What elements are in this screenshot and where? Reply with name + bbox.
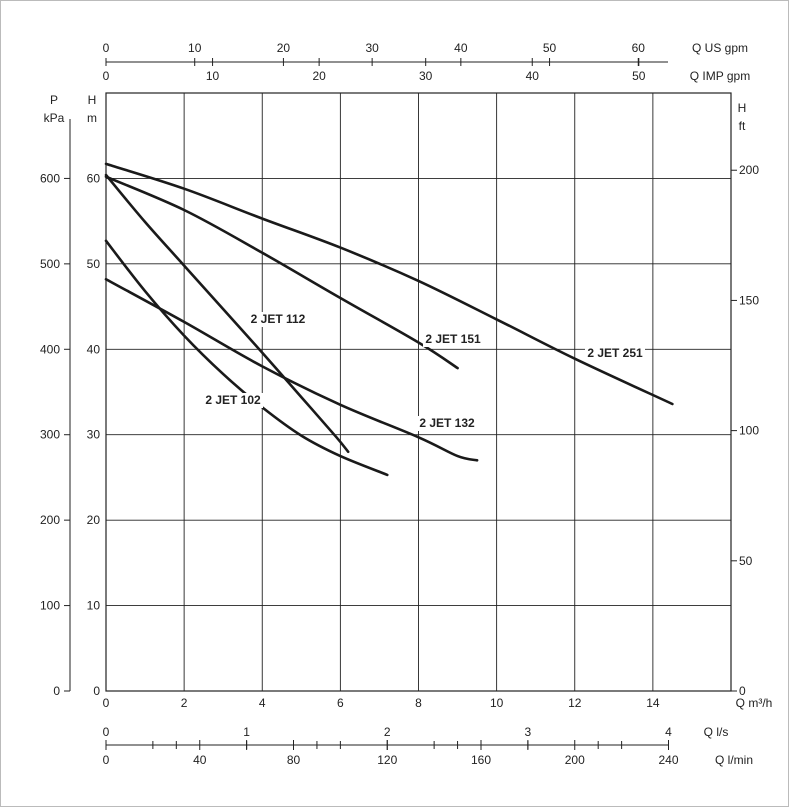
- curve-label-2-jet-251: 2 JET 251: [587, 346, 643, 360]
- kpa-axis-title-p: P: [50, 93, 58, 107]
- lmin-tick-label: 40: [193, 753, 207, 767]
- ft-tick-label: 150: [739, 293, 759, 307]
- curve-label-bg-2-jet-102: [203, 393, 263, 408]
- ft-tick-label: 0: [739, 684, 746, 698]
- ls-axis-title: Q l/s: [704, 725, 729, 739]
- y-tick-label-m: 10: [87, 599, 101, 613]
- x-tick-label-m3h: 2: [181, 696, 188, 710]
- y-tick-label-m: 30: [87, 428, 101, 442]
- ls-tick-label: 3: [525, 725, 532, 739]
- x-tick-label-m3h: 12: [568, 696, 582, 710]
- ls-tick-label: 1: [243, 725, 250, 739]
- us-gpm-tick-label: 40: [454, 41, 468, 55]
- y-tick-label-m: 50: [87, 257, 101, 271]
- grid: [105, 92, 732, 692]
- ls-tick-label: 4: [665, 725, 672, 739]
- us-gpm-tick-label: 50: [543, 41, 557, 55]
- lmin-tick-label: 80: [287, 753, 301, 767]
- us-gpm-tick-label: 30: [365, 41, 379, 55]
- curve-label-2-jet-102: 2 JET 102: [205, 393, 261, 407]
- y-tick-label-m: 40: [87, 342, 101, 356]
- kpa-tick-label: 100: [40, 599, 60, 613]
- imp-gpm-tick-label: 10: [206, 69, 220, 83]
- curves: [104, 162, 674, 477]
- y-tick-label-m: 20: [87, 513, 101, 527]
- ft-tick-label: 100: [739, 424, 759, 438]
- ls-tick-label: 0: [103, 725, 110, 739]
- imp-gpm-tick-label: 50: [632, 69, 646, 83]
- imp-gpm-axis-title: Q IMP gpm: [690, 69, 750, 83]
- kpa-tick-label: 600: [40, 171, 60, 185]
- curve-2-jet-151: [104, 175, 459, 370]
- axes: 0 2 4 6 8 10 12 14 Q m³/h0102030405060Hm01002003…: [40, 41, 772, 767]
- curve-label-bg-2-jet-132: [417, 416, 477, 431]
- kpa-tick-label: 200: [40, 513, 60, 527]
- ft-axis-unit: ft: [739, 119, 746, 133]
- us-gpm-tick-label: 60: [632, 41, 646, 55]
- ft-tick-label: 200: [739, 163, 759, 177]
- ft-axis-title-h: H: [738, 101, 747, 115]
- imp-gpm-tick-label: 0: [103, 69, 110, 83]
- x-tick-label-m3h: 10: [490, 696, 504, 710]
- y-axis-title-h: H: [88, 93, 97, 107]
- labels: 2 JET 102 2 JET 112 2 JET 132 2 JET 151 2 JE…: [203, 312, 645, 431]
- curve-2-jet-112: [104, 173, 350, 454]
- imp-gpm-tick-label: 30: [419, 69, 433, 83]
- lmin-tick-label: 120: [377, 753, 397, 767]
- lmin-axis-title: Q l/min: [715, 753, 753, 767]
- curve-label-2-jet-151: 2 JET 151: [425, 332, 481, 346]
- kpa-axis-unit: kPa: [44, 111, 65, 125]
- x-tick-label-m3h: 6: [337, 696, 344, 710]
- y-axis-unit-m: m: [87, 111, 97, 125]
- lmin-tick-label: 240: [658, 753, 678, 767]
- kpa-tick-label: 500: [40, 257, 60, 271]
- curve-label-2-jet-112: 2 JET 112: [251, 312, 306, 326]
- us-gpm-tick-label: 0: [103, 41, 110, 55]
- us-gpm-tick-label: 20: [277, 41, 291, 55]
- curve-label-bg-2-jet-112: [248, 312, 308, 327]
- y-tick-label-m: 0: [93, 684, 100, 698]
- curve-label-bg-2-jet-251: [585, 346, 645, 361]
- curve-2-jet-132: [104, 277, 479, 462]
- x-tick-label-m3h: 0: [103, 696, 110, 710]
- imp-gpm-tick-label: 20: [312, 69, 326, 83]
- x-tick-label-m3h: 8: [415, 696, 422, 710]
- us-gpm-axis-title: Q US gpm: [692, 41, 748, 55]
- curve-2-jet-251: [104, 162, 674, 406]
- x-tick-label-m3h: 14: [646, 696, 660, 710]
- curve-label-bg-2-jet-151: [423, 332, 483, 347]
- kpa-tick-label: 0: [53, 684, 60, 698]
- lmin-tick-label: 0: [103, 753, 110, 767]
- kpa-tick-label: 400: [40, 342, 60, 356]
- curve-label-2-jet-132: 2 JET 132: [419, 416, 475, 430]
- curve-2-jet-102: [104, 239, 389, 477]
- us-gpm-tick-label: 10: [188, 41, 202, 55]
- ls-tick-label: 2: [384, 725, 391, 739]
- ft-tick-label: 50: [739, 554, 753, 568]
- x-axis-title-m3h: Q m³/h: [736, 696, 773, 710]
- x-tick-label-m3h: 4: [259, 696, 266, 710]
- lmin-tick-label: 160: [471, 753, 491, 767]
- imp-gpm-tick-label: 40: [526, 69, 540, 83]
- kpa-tick-label: 300: [40, 428, 60, 442]
- lmin-tick-label: 200: [565, 753, 585, 767]
- y-tick-label-m: 60: [87, 171, 101, 185]
